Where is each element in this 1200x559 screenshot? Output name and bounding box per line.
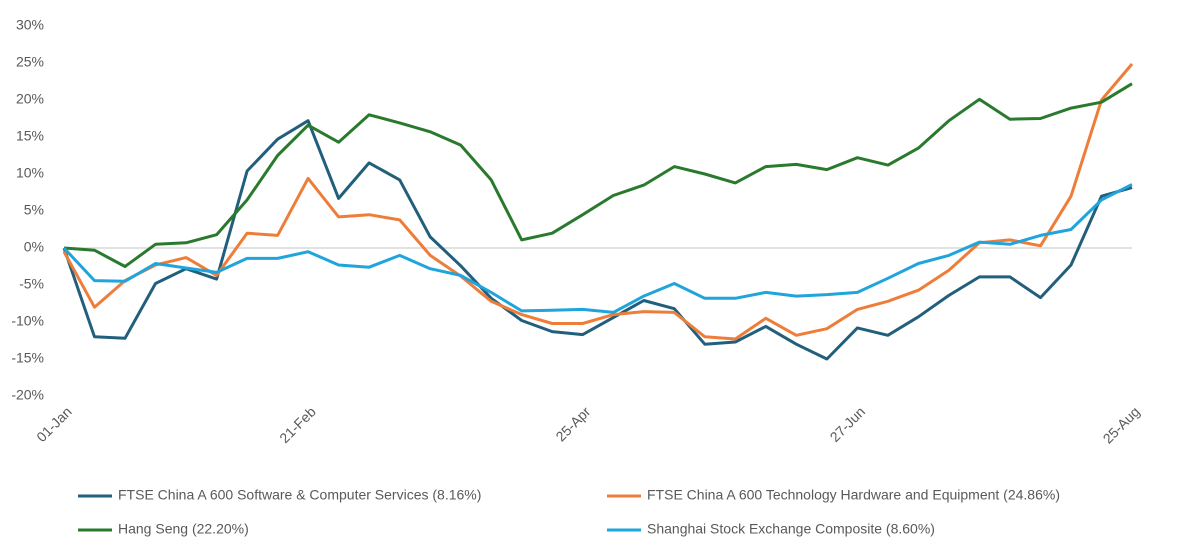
x-tick-label: 25-Apr: [552, 403, 593, 444]
y-tick-label: 25%: [16, 54, 44, 70]
y-tick-label: 15%: [16, 128, 44, 144]
series-line: [62, 119, 1133, 361]
x-tick-label: 25-Aug: [1099, 403, 1142, 446]
y-tick-label: 20%: [16, 91, 44, 107]
series-line: [62, 183, 1133, 314]
y-tick-label: -15%: [11, 350, 44, 366]
legend-label: FTSE China A 600 Technology Hardware and…: [647, 487, 1060, 503]
y-tick-label: 10%: [16, 165, 44, 181]
y-tick-label: 5%: [24, 202, 44, 218]
series-line: [62, 63, 1134, 341]
legend-label: Shanghai Stock Exchange Composite (8.60%…: [647, 521, 935, 537]
legend-label: FTSE China A 600 Software & Computer Ser…: [118, 487, 481, 503]
x-tick-label: 27-Jun: [827, 403, 869, 445]
legend-label: Hang Seng (22.20%): [118, 521, 249, 537]
x-tick-label: 01-Jan: [33, 403, 75, 445]
series-line: [63, 82, 1133, 268]
y-tick-label: -10%: [11, 313, 44, 329]
y-tick-label: 0%: [24, 239, 44, 255]
y-tick-label: -20%: [11, 387, 44, 403]
x-tick-label: 21-Feb: [276, 403, 319, 446]
y-tick-label: -5%: [19, 276, 44, 292]
y-tick-label: 30%: [16, 17, 44, 33]
